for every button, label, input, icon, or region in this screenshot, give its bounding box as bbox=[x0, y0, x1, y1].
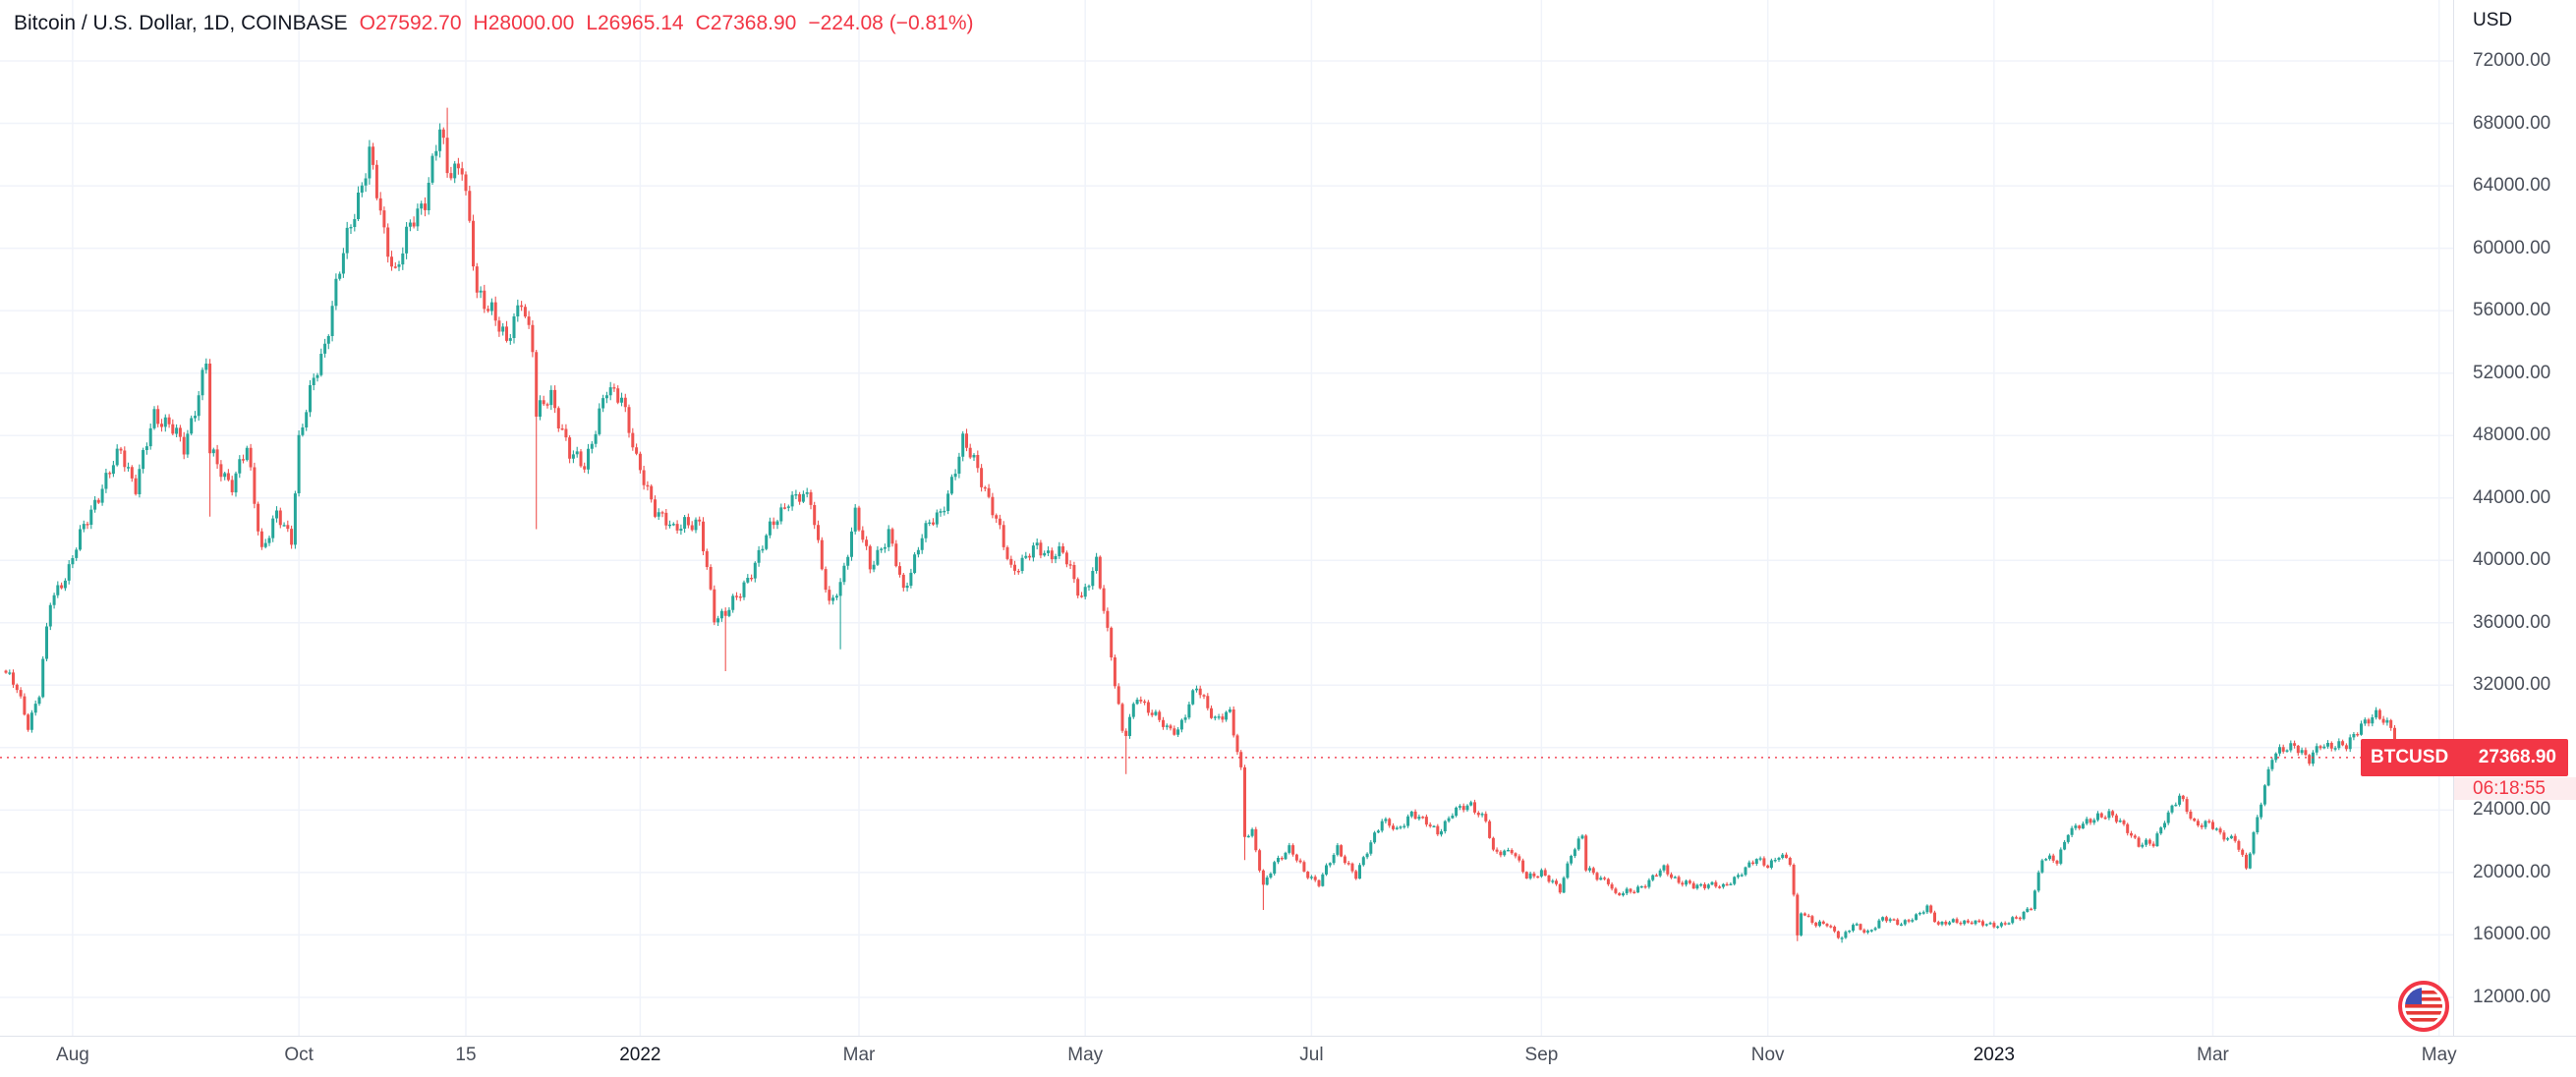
economic-calendar-event-icon[interactable] bbox=[2396, 979, 2451, 1034]
time-tick-label: May bbox=[2421, 1045, 2457, 1065]
time-tick-label: Oct bbox=[284, 1045, 314, 1065]
price-tick-label: 32000.00 bbox=[2473, 674, 2551, 696]
down-candle-bodies bbox=[4, 129, 2415, 938]
time-tick-label: Nov bbox=[1750, 1045, 1785, 1065]
up-candle-wicks bbox=[9, 123, 2411, 943]
badge-price: 27368.90 bbox=[2478, 746, 2556, 767]
legend-close: C27368.90 bbox=[695, 12, 797, 34]
grid-vertical-lines bbox=[72, 0, 2440, 1036]
price-tick-label: 16000.00 bbox=[2473, 924, 2551, 945]
price-tick-label: 56000.00 bbox=[2473, 300, 2551, 321]
price-tick-label: 36000.00 bbox=[2473, 611, 2551, 633]
price-axis[interactable]: USD 72000.00 68000.00 64000.00 60000.00 5600… bbox=[2453, 0, 2576, 1036]
legend-symbol-title[interactable]: Bitcoin / U.S. Dollar, 1D, COINBASE bbox=[14, 12, 348, 34]
candlestick-plot[interactable] bbox=[0, 0, 2453, 1036]
chart-legend: Bitcoin / U.S. Dollar, 1D, COINBASE O275… bbox=[14, 12, 973, 35]
badge-symbol: BTCUSD bbox=[2371, 746, 2449, 767]
price-tick-label: 60000.00 bbox=[2473, 237, 2551, 258]
time-tick-label: Sep bbox=[1524, 1045, 1559, 1065]
time-tick-label: 2022 bbox=[619, 1045, 661, 1065]
price-tick-label: 68000.00 bbox=[2473, 112, 2551, 134]
price-tick-label: 40000.00 bbox=[2473, 549, 2551, 571]
us-flag-icon bbox=[2398, 981, 2449, 1032]
chart-pane[interactable]: Bitcoin / U.S. Dollar, 1D, COINBASE O275… bbox=[0, 0, 2453, 1036]
legend-open: O27592.70 bbox=[359, 12, 462, 34]
down-candle-wicks bbox=[5, 107, 2414, 941]
time-tick-label: Mar bbox=[2197, 1045, 2229, 1065]
legend-low: L26965.14 bbox=[586, 12, 684, 34]
time-tick-label: Aug bbox=[56, 1045, 89, 1065]
price-tick-label: 72000.00 bbox=[2473, 49, 2551, 71]
legend-change: −224.08 (−0.81%) bbox=[808, 12, 974, 34]
axis-currency-label[interactable]: USD bbox=[2473, 10, 2513, 30]
price-tick-label: 52000.00 bbox=[2473, 362, 2551, 383]
legend-high: H28000.00 bbox=[473, 12, 575, 34]
time-axis[interactable]: Aug Oct 15 2022 Mar May Jul Sep Nov 2023 Mar May bbox=[0, 1036, 2576, 1077]
time-tick-label: Mar bbox=[842, 1045, 876, 1065]
grid-horizontal-lines bbox=[0, 60, 2453, 998]
price-tick-label: 20000.00 bbox=[2473, 861, 2551, 882]
price-tick-label: 64000.00 bbox=[2473, 175, 2551, 197]
current-price-badge: BTCUSD 27368.90 bbox=[2361, 738, 2568, 776]
time-tick-label: Jul bbox=[1299, 1045, 1324, 1065]
price-tick-label: 48000.00 bbox=[2473, 425, 2551, 446]
price-tick-label: 12000.00 bbox=[2473, 986, 2551, 1007]
time-tick-label: 15 bbox=[455, 1045, 477, 1065]
time-tick-label: May bbox=[1067, 1045, 1104, 1065]
bar-close-countdown: 06:18:55 bbox=[2454, 776, 2576, 800]
time-tick-label: 2023 bbox=[1973, 1045, 2015, 1065]
up-candle-bodies bbox=[8, 129, 2412, 939]
price-tick-label: 44000.00 bbox=[2473, 486, 2551, 508]
price-tick-label: 24000.00 bbox=[2473, 799, 2551, 821]
